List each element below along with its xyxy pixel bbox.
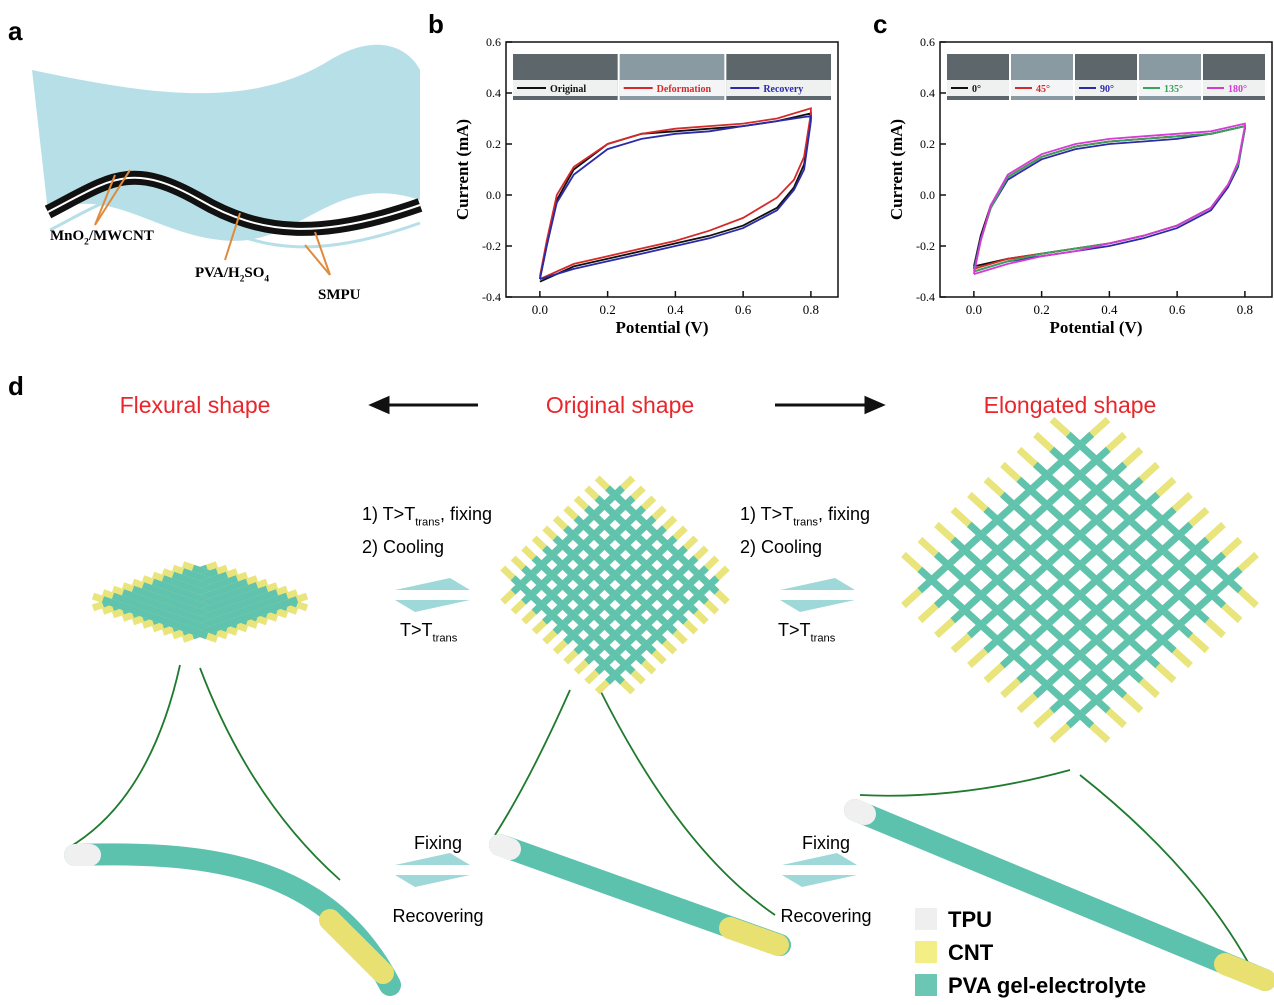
x-axis-label: Potential (V) [615, 318, 708, 337]
x-tick-label: 0.8 [803, 302, 819, 317]
cv-curve [974, 126, 1245, 269]
fibers [75, 810, 1265, 985]
y-tick-label: 0.6 [486, 35, 501, 49]
fiber-step: Recovering [780, 906, 871, 926]
y-tick-label: -0.2 [482, 239, 501, 253]
y-tick-label: 0.4 [920, 86, 935, 100]
legend-label: 45° [1036, 84, 1050, 95]
cv-curve [540, 116, 811, 279]
x-tick-label: 0.8 [1237, 302, 1253, 317]
legend-label: 180° [1228, 84, 1247, 95]
y-tick-label: -0.2 [916, 239, 935, 253]
mesh-fiber [1068, 569, 1240, 725]
cv-curve [974, 124, 1245, 275]
legend-swatch [915, 908, 937, 930]
fiber-step: Fixing [802, 833, 850, 853]
charts: 0.0 0.2 0.4 0.6 0.8 -0.4 -0.2 0.0 0.2 0.4 0.6 Poten… [453, 35, 1272, 337]
y-axis-label: Current (mA) [453, 119, 472, 220]
legend-swatch [915, 941, 937, 963]
cv-curve [974, 126, 1245, 271]
legend-label: 0° [972, 84, 981, 95]
meshes [93, 420, 1257, 741]
legend-label: TPU [948, 907, 992, 932]
y-tick-label: 0.2 [920, 137, 935, 151]
text-part: MnO [50, 228, 84, 244]
y-tick-label: -0.4 [482, 290, 501, 304]
subscript: trans [433, 632, 458, 644]
legend-label: CNT [948, 940, 994, 965]
condition-step: 1) T>Ttrans, fixing [740, 504, 870, 528]
y-tick-label: 0.2 [486, 137, 501, 151]
legend-label: Recovery [763, 84, 803, 95]
legend-label: 135° [1164, 84, 1183, 95]
cv-curve [540, 113, 811, 281]
x-tick-label: 0.4 [667, 302, 684, 317]
condition-step: 2) Cooling [740, 537, 822, 557]
panel-a-labels: MnO2/MWCNT PVA/H2SO4 SMPU [50, 228, 361, 303]
legend-label: Original [550, 84, 586, 95]
cv-curve [974, 126, 1245, 271]
subscript: trans [793, 516, 818, 528]
x-tick-label: 0.4 [1101, 302, 1118, 317]
panel-letter: d [8, 371, 24, 401]
x-tick-label: 0.0 [532, 302, 548, 317]
text-part: , fixing [440, 504, 492, 524]
panel-letter: a [8, 16, 23, 46]
x-tick-label: 0.2 [600, 302, 616, 317]
y-tick-label: 0.0 [920, 188, 935, 202]
condition-step: 2) Cooling [362, 537, 444, 557]
text-part: 1) T>T [740, 504, 793, 524]
layer-label: MnO2/MWCNT [50, 228, 154, 248]
mesh-fiber [936, 554, 1108, 710]
x-tick-label: 0.6 [1169, 302, 1186, 317]
shape-title: Original shape [546, 392, 694, 418]
layer-label: PVA/H2SO4 [195, 265, 269, 285]
subscript: trans [415, 516, 440, 528]
shape-title: Elongated shape [984, 392, 1157, 418]
y-tick-label: 0.6 [920, 35, 935, 49]
subscript: 4 [264, 275, 269, 285]
text-part: T>T [778, 620, 811, 640]
y-tick-label: -0.4 [916, 290, 935, 304]
panel-d: Flexural shape Original shape Elongated sh… [68, 392, 1265, 998]
fiber-step: Recovering [392, 906, 483, 926]
text-part: 1) T>T [362, 504, 415, 524]
reverse-condition: T>Ttrans [400, 620, 458, 644]
legend-label: PVA gel-electrolyte [948, 973, 1146, 998]
subscript: trans [811, 632, 836, 644]
legend-label: Deformation [657, 84, 712, 95]
x-tick-label: 0.6 [735, 302, 752, 317]
text-part: SMPU [318, 287, 361, 303]
text-part: , fixing [818, 504, 870, 524]
y-axis-label: Current (mA) [887, 119, 906, 220]
cv-chart: 0.0 0.2 0.4 0.6 0.8 -0.4 -0.2 0.0 0.2 0.4 0.6 Poten… [887, 35, 1272, 337]
y-tick-label: 0.4 [486, 86, 501, 100]
cv-chart: 0.0 0.2 0.4 0.6 0.8 -0.4 -0.2 0.0 0.2 0.4 0.6 Poten… [453, 35, 838, 337]
x-tick-label: 0.0 [966, 302, 982, 317]
y-tick-label: 0.0 [486, 188, 501, 202]
x-axis-label: Potential (V) [1049, 318, 1142, 337]
text-part: PVA/H [195, 265, 240, 281]
x-tick-label: 0.2 [1034, 302, 1050, 317]
text-part: /MWCNT [88, 228, 154, 244]
layer-label: SMPU [318, 287, 361, 303]
fiber-step: Fixing [414, 833, 462, 853]
figure: MnO2/MWCNT PVA/H2SO4 SMPU 0.0 0.2 0.4 0.6 0.8 -… [0, 0, 1274, 1005]
legend-label: 90° [1100, 84, 1114, 95]
text-part: SO [244, 265, 264, 281]
panel-letter: c [873, 9, 887, 39]
condition-step: 1) T>Ttrans, fixing [362, 504, 492, 528]
panel-letter: b [428, 9, 444, 39]
mesh-fiber [920, 569, 1092, 725]
reverse-condition: T>Ttrans [778, 620, 836, 644]
text-part: T>T [400, 620, 433, 640]
legend-swatch [915, 974, 937, 996]
shape-title: Flexural shape [120, 392, 271, 418]
